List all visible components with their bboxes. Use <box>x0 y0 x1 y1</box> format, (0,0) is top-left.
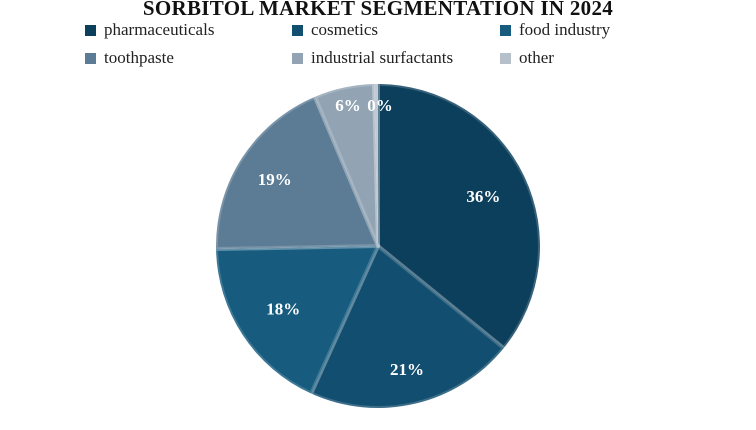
slice-value-label: 18% <box>266 299 300 318</box>
legend-item-other: other <box>500 48 554 68</box>
pie-slice-cosmetics <box>309 244 506 410</box>
slice-value-label: 19% <box>258 170 292 189</box>
legend-label: pharmaceuticals <box>104 20 215 39</box>
legend-swatch <box>292 52 303 64</box>
legend-item-toothpaste: toothpaste <box>85 48 174 68</box>
legend-label: food industry <box>519 20 611 39</box>
slice-value-label: 6% <box>335 96 361 115</box>
pie-slice-food-industry <box>214 244 380 396</box>
pie-slice-industrial-surfactants <box>312 82 380 248</box>
legend-swatch <box>500 52 511 64</box>
legend-label: toothpaste <box>104 48 174 67</box>
chart-title: SORBITOL MARKET SEGMENTATION IN 2024 <box>142 0 614 20</box>
legend-label: other <box>519 48 554 67</box>
chart-legend: pharmaceuticals cosmetics food industry … <box>0 0 756 80</box>
slice-value-label: 0% <box>367 96 393 115</box>
legend-swatch <box>292 24 303 36</box>
legend-swatch <box>85 24 96 36</box>
slice-value-label: 36% <box>466 187 500 206</box>
pie-slice-other <box>371 82 380 248</box>
legend-swatch <box>85 52 96 64</box>
pie-slice-pharmaceuticals <box>376 82 542 351</box>
legend-swatch <box>500 24 511 36</box>
legend-label: cosmetics <box>311 20 379 39</box>
pie-slice-toothpaste <box>214 94 380 252</box>
slice-value-label: 21% <box>390 360 424 379</box>
legend-item-cosmetics: cosmetics <box>292 20 378 40</box>
legend-label: industrial surfactants <box>311 48 454 67</box>
legend-item-pharmaceuticals: pharmaceuticals <box>85 20 214 40</box>
legend-item-industrial-surfactants: industrial surfactants <box>292 48 453 68</box>
legend-item-food-industry: food industry <box>500 20 610 40</box>
